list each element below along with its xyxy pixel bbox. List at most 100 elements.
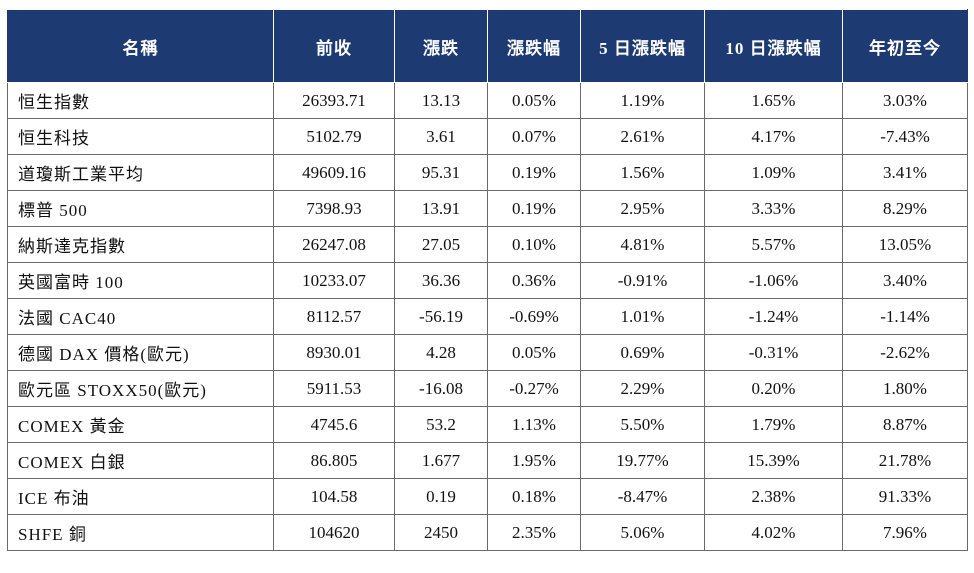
change-5d-cell: 5.06% (581, 515, 705, 551)
prev-close-cell: 8112.57 (274, 299, 395, 335)
row-name-cell: ICE 布油 (8, 479, 274, 515)
ytd-cell: -7.43% (843, 119, 968, 155)
table-header-row: 名稱 前收 漲跌 漲跌幅 5 日漲跌幅 10 日漲跌幅 年初至今 (8, 10, 968, 83)
change-5d-cell: 5.50% (581, 407, 705, 443)
change-cell: 27.05 (395, 227, 488, 263)
ytd-cell: 13.05% (843, 227, 968, 263)
change-cell: 0.19 (395, 479, 488, 515)
prev-close-cell: 26247.08 (274, 227, 395, 263)
change-10d-cell: 15.39% (705, 443, 843, 479)
table-row: COMEX 黃金 4745.6 53.2 1.13% 5.50% 1.79% 8.87% (8, 407, 968, 443)
table-row: 標普 500 7398.93 13.91 0.19% 2.95% 3.33% 8.29% (8, 191, 968, 227)
ytd-cell: 3.03% (843, 83, 968, 119)
prev-close-cell: 86.805 (274, 443, 395, 479)
row-name-cell: 恒生指數 (8, 83, 274, 119)
change-5d-cell: 1.19% (581, 83, 705, 119)
table-row: 恒生指數 26393.71 13.13 0.05% 1.19% 1.65% 3.03% (8, 83, 968, 119)
change-cell: -56.19 (395, 299, 488, 335)
header-change-pct: 漲跌幅 (488, 10, 581, 83)
change-5d-cell: -0.91% (581, 263, 705, 299)
change-5d-cell: 1.01% (581, 299, 705, 335)
change-10d-cell: -1.06% (705, 263, 843, 299)
change-10d-cell: 0.20% (705, 371, 843, 407)
prev-close-cell: 104.58 (274, 479, 395, 515)
table-row: 歐元區 STOXX50(歐元) 5911.53 -16.08 -0.27% 2.29% 0… (8, 371, 968, 407)
change-10d-cell: 1.79% (705, 407, 843, 443)
change-pct-cell: 0.18% (488, 479, 581, 515)
table-row: 恒生科技 5102.79 3.61 0.07% 2.61% 4.17% -7.43% (8, 119, 968, 155)
change-10d-cell: -1.24% (705, 299, 843, 335)
change-pct-cell: 0.10% (488, 227, 581, 263)
table-row: 道瓊斯工業平均 49609.16 95.31 0.19% 1.56% 1.09% 3.41% (8, 155, 968, 191)
row-name-cell: 法國 CAC40 (8, 299, 274, 335)
change-cell: 4.28 (395, 335, 488, 371)
row-name-cell: COMEX 白銀 (8, 443, 274, 479)
row-name-cell: COMEX 黃金 (8, 407, 274, 443)
change-5d-cell: 2.95% (581, 191, 705, 227)
row-name-cell: 恒生科技 (8, 119, 274, 155)
table-row: SHFE 銅 104620 2450 2.35% 5.06% 4.02% 7.96% (8, 515, 968, 551)
ytd-cell: 7.96% (843, 515, 968, 551)
row-name-cell: 德國 DAX 價格(歐元) (8, 335, 274, 371)
change-pct-cell: -0.27% (488, 371, 581, 407)
change-10d-cell: 4.02% (705, 515, 843, 551)
row-name-cell: 道瓊斯工業平均 (8, 155, 274, 191)
header-10d-change-pct: 10 日漲跌幅 (705, 10, 843, 83)
header-prev-close: 前收 (274, 10, 395, 83)
change-cell: 2450 (395, 515, 488, 551)
change-pct-cell: 1.95% (488, 443, 581, 479)
prev-close-cell: 5102.79 (274, 119, 395, 155)
prev-close-cell: 10233.07 (274, 263, 395, 299)
ytd-cell: 3.41% (843, 155, 968, 191)
change-5d-cell: 4.81% (581, 227, 705, 263)
market-data-table: 名稱 前收 漲跌 漲跌幅 5 日漲跌幅 10 日漲跌幅 年初至今 恒生指數 263… (7, 9, 968, 551)
header-5d-change-pct: 5 日漲跌幅 (581, 10, 705, 83)
change-5d-cell: 0.69% (581, 335, 705, 371)
change-pct-cell: -0.69% (488, 299, 581, 335)
change-10d-cell: 1.65% (705, 83, 843, 119)
table-row: 法國 CAC40 8112.57 -56.19 -0.69% 1.01% -1.24% -1… (8, 299, 968, 335)
table-row: 納斯達克指數 26247.08 27.05 0.10% 4.81% 5.57% 13.05% (8, 227, 968, 263)
change-pct-cell: 2.35% (488, 515, 581, 551)
change-cell: 95.31 (395, 155, 488, 191)
change-pct-cell: 0.19% (488, 191, 581, 227)
ytd-cell: 8.29% (843, 191, 968, 227)
change-10d-cell: 2.38% (705, 479, 843, 515)
change-10d-cell: -0.31% (705, 335, 843, 371)
table-row: 德國 DAX 價格(歐元) 8930.01 4.28 0.05% 0.69% -0.31%… (8, 335, 968, 371)
change-pct-cell: 0.07% (488, 119, 581, 155)
change-10d-cell: 5.57% (705, 227, 843, 263)
prev-close-cell: 104620 (274, 515, 395, 551)
row-name-cell: 納斯達克指數 (8, 227, 274, 263)
ytd-cell: 91.33% (843, 479, 968, 515)
change-pct-cell: 0.36% (488, 263, 581, 299)
row-name-cell: 英國富時 100 (8, 263, 274, 299)
header-change: 漲跌 (395, 10, 488, 83)
change-10d-cell: 1.09% (705, 155, 843, 191)
change-5d-cell: 19.77% (581, 443, 705, 479)
prev-close-cell: 7398.93 (274, 191, 395, 227)
change-5d-cell: 1.56% (581, 155, 705, 191)
prev-close-cell: 26393.71 (274, 83, 395, 119)
prev-close-cell: 49609.16 (274, 155, 395, 191)
prev-close-cell: 4745.6 (274, 407, 395, 443)
change-5d-cell: -8.47% (581, 479, 705, 515)
row-name-cell: SHFE 銅 (8, 515, 274, 551)
change-pct-cell: 1.13% (488, 407, 581, 443)
change-cell: -16.08 (395, 371, 488, 407)
table-row: 英國富時 100 10233.07 36.36 0.36% -0.91% -1.06% 3.… (8, 263, 968, 299)
ytd-cell: 8.87% (843, 407, 968, 443)
ytd-cell: 3.40% (843, 263, 968, 299)
table-body: 恒生指數 26393.71 13.13 0.05% 1.19% 1.65% 3.03% 恒生科… (8, 83, 968, 551)
ytd-cell: -1.14% (843, 299, 968, 335)
row-name-cell: 歐元區 STOXX50(歐元) (8, 371, 274, 407)
change-5d-cell: 2.29% (581, 371, 705, 407)
change-10d-cell: 3.33% (705, 191, 843, 227)
ytd-cell: 1.80% (843, 371, 968, 407)
change-5d-cell: 2.61% (581, 119, 705, 155)
prev-close-cell: 8930.01 (274, 335, 395, 371)
change-10d-cell: 4.17% (705, 119, 843, 155)
table-row: ICE 布油 104.58 0.19 0.18% -8.47% 2.38% 91.33% (8, 479, 968, 515)
change-cell: 36.36 (395, 263, 488, 299)
prev-close-cell: 5911.53 (274, 371, 395, 407)
